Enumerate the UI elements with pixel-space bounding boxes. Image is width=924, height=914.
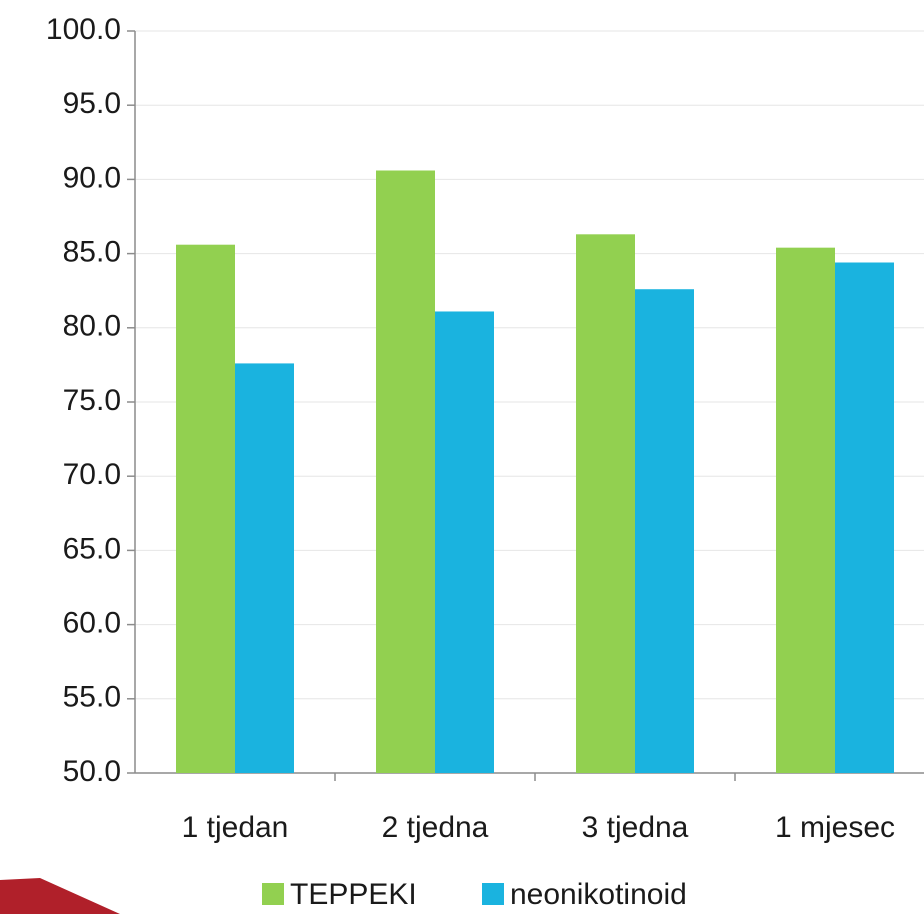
bar	[176, 244, 235, 774]
y-tick-label: 90.0	[63, 161, 121, 194]
bar	[376, 170, 435, 774]
bar	[235, 363, 294, 773]
y-tick-label: 80.0	[63, 310, 121, 343]
y-tick-label: 65.0	[63, 532, 121, 565]
y-tick-label: 100.0	[46, 13, 121, 46]
y-tick-label: 60.0	[63, 607, 121, 640]
y-tick-label: 55.0	[63, 681, 121, 714]
x-tick-label: 3 tjedna	[582, 811, 689, 844]
bar	[435, 311, 494, 773]
legend-swatch	[262, 883, 284, 905]
y-tick-label: 85.0	[63, 236, 121, 269]
y-tick-label: 50.0	[63, 755, 121, 788]
y-tick-label: 95.0	[63, 87, 121, 120]
bar	[835, 262, 894, 773]
legend-swatch	[482, 883, 504, 905]
x-tick-label: 2 tjedna	[382, 811, 489, 844]
y-tick-label: 70.0	[63, 458, 121, 491]
x-tick-label: 1 mjesec	[775, 811, 895, 844]
bar	[635, 289, 694, 773]
bar	[576, 234, 635, 774]
legend-label: neonikotinoid	[510, 878, 687, 911]
decoration	[0, 878, 120, 914]
legend-label: TEPPEKI	[290, 878, 417, 911]
y-tick-label: 75.0	[63, 384, 121, 417]
x-tick-label: 1 tjedan	[182, 811, 289, 844]
bar	[776, 247, 835, 773]
